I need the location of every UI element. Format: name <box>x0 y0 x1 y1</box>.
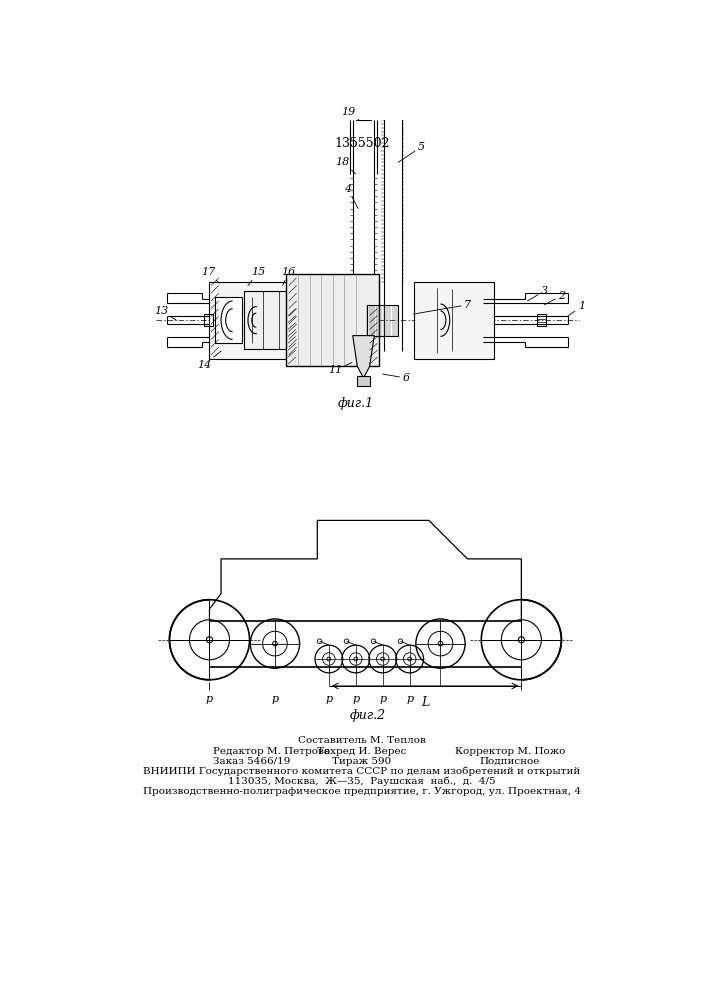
Bar <box>537 322 546 324</box>
Text: р: р <box>352 694 359 704</box>
Text: 7: 7 <box>414 300 471 314</box>
Text: Заказ 5466/19: Заказ 5466/19 <box>214 757 291 766</box>
Text: фиг.1: фиг.1 <box>338 397 374 410</box>
Text: 1: 1 <box>568 301 585 316</box>
Text: 14: 14 <box>197 351 221 370</box>
Text: р: р <box>406 694 414 704</box>
Circle shape <box>381 657 385 661</box>
Bar <box>386 88 399 97</box>
Bar <box>368 305 398 336</box>
Bar <box>209 282 298 359</box>
Text: Техред И. Верес: Техред И. Верес <box>317 747 407 756</box>
Text: фиг.2: фиг.2 <box>349 709 385 722</box>
Text: р: р <box>271 694 279 704</box>
Text: р: р <box>206 694 213 704</box>
Bar <box>358 101 369 108</box>
Text: 3: 3 <box>527 286 548 301</box>
Text: Составитель М. Теплов: Составитель М. Теплов <box>298 736 426 745</box>
Text: 15: 15 <box>248 267 265 286</box>
Text: 18: 18 <box>336 157 356 174</box>
Circle shape <box>518 637 525 643</box>
Bar <box>537 314 546 326</box>
Text: р: р <box>325 694 332 704</box>
Circle shape <box>438 641 443 646</box>
Bar <box>215 297 242 343</box>
Circle shape <box>273 641 277 646</box>
Bar <box>537 316 546 319</box>
Text: 1355502: 1355502 <box>334 137 390 150</box>
Text: 4: 4 <box>344 184 358 209</box>
Text: Тираж 590: Тираж 590 <box>332 757 392 766</box>
Text: 2: 2 <box>544 291 565 305</box>
Text: ВНИИПИ Государственного комитета СССР по делам изобретений и открытий: ВНИИПИ Государственного комитета СССР по… <box>144 767 580 776</box>
Text: 13: 13 <box>154 306 176 320</box>
Bar <box>356 108 371 120</box>
Text: 19: 19 <box>341 107 359 120</box>
Bar <box>204 314 214 326</box>
Text: 11: 11 <box>328 363 352 375</box>
Bar <box>388 82 397 88</box>
Text: 113035, Москва,  Ж—35,  Раушская  наб.,  д.  4/5: 113035, Москва, Ж—35, Раушская наб., д. … <box>228 777 496 786</box>
Text: Подписное: Подписное <box>479 757 540 766</box>
Text: Корректор М. Пожо: Корректор М. Пожо <box>455 747 565 756</box>
Bar <box>244 291 291 349</box>
Circle shape <box>354 657 358 661</box>
Circle shape <box>327 657 331 661</box>
Text: Редактор М. Петрова: Редактор М. Петрова <box>214 747 330 756</box>
Bar <box>414 282 494 359</box>
Text: 16: 16 <box>281 267 296 286</box>
Circle shape <box>408 657 411 661</box>
Bar <box>357 376 370 386</box>
Text: р: р <box>379 694 386 704</box>
Bar <box>286 274 379 366</box>
Polygon shape <box>353 336 374 378</box>
Text: 5: 5 <box>398 142 425 162</box>
Text: 17: 17 <box>201 267 219 283</box>
Text: L: L <box>421 696 429 709</box>
Circle shape <box>206 637 213 643</box>
Text: 6: 6 <box>382 373 409 383</box>
Text: Производственно-полиграфическое предприятие, г. Ужгород, ул. Проектная, 4: Производственно-полиграфическое предприя… <box>143 787 581 796</box>
